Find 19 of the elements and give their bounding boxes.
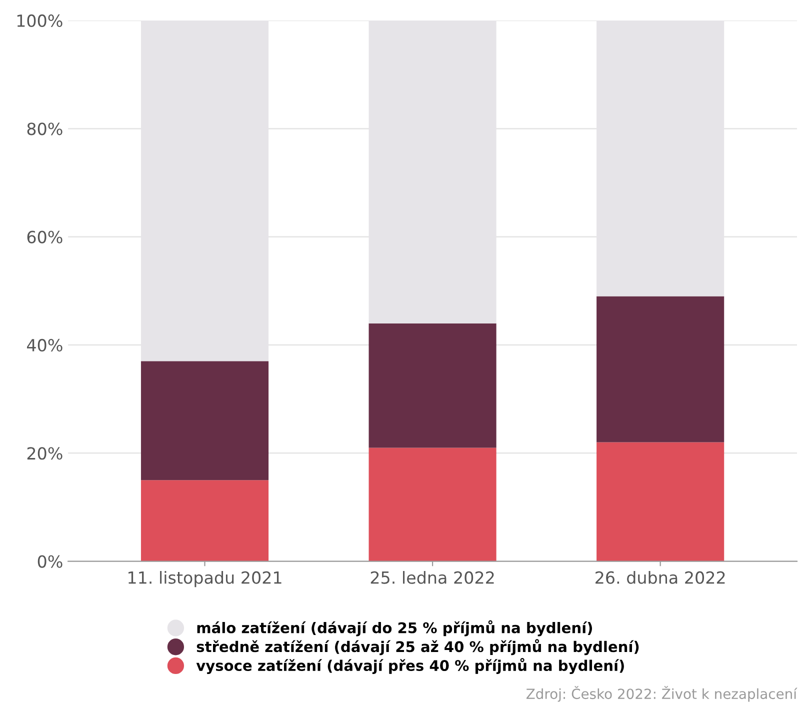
bar <box>596 296 724 442</box>
y-tick-label: 80% <box>27 122 62 136</box>
y-tick-label: 20% <box>27 447 62 460</box>
bar <box>140 361 269 480</box>
bar <box>140 480 269 562</box>
y-tick-label: 0% <box>38 555 62 568</box>
bar <box>596 442 724 562</box>
y-tick-label: 100% <box>17 14 62 28</box>
legend-label: středně zatížení (dávají 25 až 40 % příjmů na bydlení) <box>196 639 639 656</box>
y-tick-label: 40% <box>26 338 62 352</box>
bar <box>368 448 496 562</box>
bar <box>368 323 496 448</box>
legend-label: málo zatížení (dávají do 25 % příjmů na bydlení) <box>197 620 592 636</box>
x-tick-label: 25. ledna 2022 <box>370 570 494 584</box>
text: Zdroj: Česko 2022: Život k nezaplacení <box>526 686 798 702</box>
y-tick-label: 60% <box>27 230 62 244</box>
x-tick-label: 11. listopadu 2021 <box>128 570 282 588</box>
legend-label: vysoce zatížení (dávají přes 40 % příjmů na bydlení) <box>196 658 624 674</box>
x-tick-label: 26. dubna 2022 <box>596 570 725 584</box>
